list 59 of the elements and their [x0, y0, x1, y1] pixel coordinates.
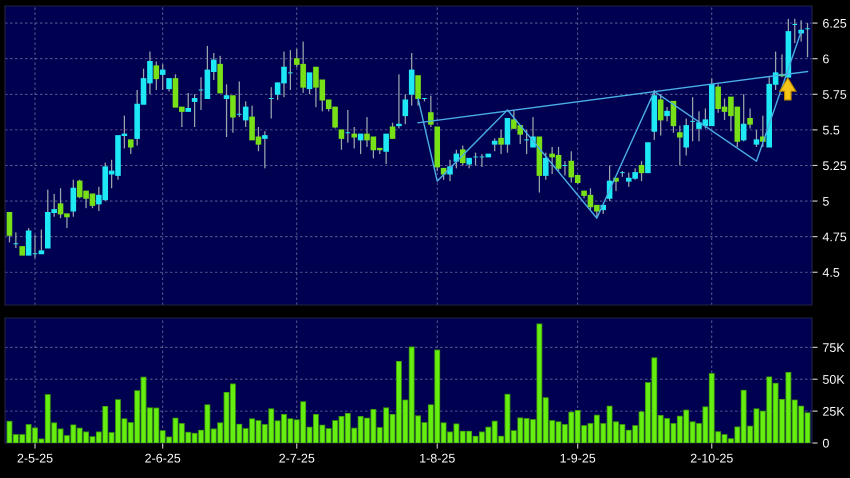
candlestick — [160, 64, 166, 91]
y-tick-label: 50K — [822, 375, 845, 384]
candlestick — [351, 126, 358, 150]
candlestick — [230, 95, 236, 134]
y-tick-label: 5.5 — [822, 126, 840, 135]
x-tick-label: 1-8-25 — [420, 454, 455, 463]
candlestick — [492, 138, 498, 152]
candlestick — [128, 139, 134, 155]
candlestick — [306, 72, 312, 95]
candlestick — [415, 75, 421, 106]
candlestick — [70, 179, 76, 218]
candlestick — [6, 212, 12, 243]
x-tick-label: 1-9-25 — [560, 454, 596, 463]
candlestick — [747, 108, 753, 130]
candlestick — [358, 134, 364, 155]
candlestick — [658, 94, 664, 136]
candlestick — [192, 94, 198, 128]
candlestick — [345, 109, 351, 144]
candlestick — [383, 134, 389, 165]
candlestick — [677, 124, 683, 166]
candlestick — [224, 84, 230, 138]
x-tick-label: 2-5-25 — [18, 454, 53, 463]
candlestick — [804, 22, 810, 58]
candlestick — [262, 130, 268, 169]
candlestick — [338, 129, 344, 150]
candlestick — [166, 78, 172, 92]
candlestick — [690, 96, 696, 142]
candlestick — [683, 118, 690, 156]
y-tick-label: 5.75 — [822, 90, 846, 99]
candlestick — [402, 94, 408, 125]
y-tick-label: 0 — [822, 438, 829, 448]
y-tick-label: 4.5 — [822, 268, 840, 277]
candlestick — [740, 94, 746, 142]
candlestick — [798, 20, 804, 42]
candlestick — [396, 74, 402, 130]
candlestick — [466, 158, 472, 169]
y-tick-label: 4.75 — [822, 232, 846, 242]
candlestick — [754, 129, 760, 148]
candlestick — [562, 160, 568, 176]
candlestick — [154, 60, 160, 91]
y-tick-label: 6.25 — [823, 18, 846, 28]
candlestick — [498, 129, 504, 155]
candlestick — [13, 232, 19, 249]
candlestick — [390, 122, 396, 140]
x-tick-label: 2-10-25 — [690, 454, 733, 463]
candlestick — [542, 152, 549, 180]
candlestick — [185, 92, 192, 112]
y-tick-label: 5 — [822, 196, 829, 206]
x-tick-label: 2-6-25 — [145, 454, 180, 463]
y-tick-label: 75K — [823, 343, 845, 352]
candlestick — [454, 149, 460, 169]
x-tick-label: 2-7-25 — [279, 454, 314, 463]
candlestick — [664, 106, 670, 122]
candlestick — [638, 160, 644, 182]
y-tick-label: 25K — [823, 406, 845, 416]
y-tick-label: 5.25 — [822, 161, 846, 170]
y-tick-label: 6 — [823, 54, 829, 64]
candlestick — [792, 18, 798, 44]
candlestick — [268, 86, 274, 120]
